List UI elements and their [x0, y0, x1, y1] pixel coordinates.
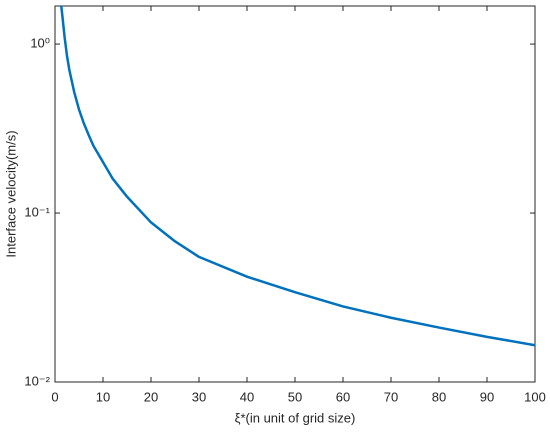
data-line: [59, 5, 536, 347]
x-tick-label: 20: [144, 389, 158, 404]
x-tick-label: 60: [336, 389, 350, 404]
x-axis-label: ξ*(in unit of grid size): [235, 410, 356, 425]
x-tick-label: 50: [288, 389, 302, 404]
y-tick-label: 10⁻²: [24, 373, 50, 388]
x-tick-label: 10: [96, 389, 110, 404]
x-tick-label: 30: [192, 389, 206, 404]
y-tick-label: 10⁰: [30, 36, 50, 51]
y-tick-label: 10⁻¹: [24, 204, 50, 219]
x-tick-label: 40: [240, 389, 254, 404]
x-tick-label: 100: [524, 389, 546, 404]
y-axis-label: Interface velocity(m/s): [3, 130, 18, 257]
x-tick-label: 0: [51, 389, 58, 404]
x-tick-label: 90: [480, 389, 494, 404]
x-tick-label: 70: [384, 389, 398, 404]
x-tick-label: 80: [432, 389, 446, 404]
